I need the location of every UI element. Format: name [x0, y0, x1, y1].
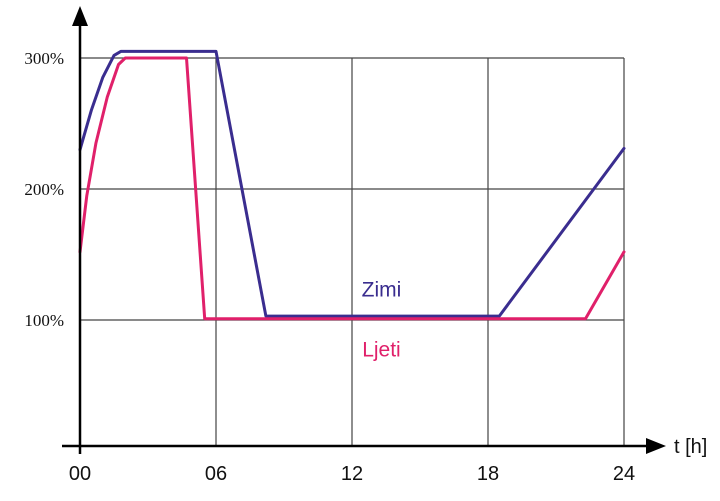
y-tick-label: 100% [24, 311, 64, 330]
x-axis-label: t [h] [674, 436, 707, 458]
series-labels: Zimi Ljeti [362, 278, 402, 361]
series-label-zimi: Zimi [362, 278, 402, 301]
series-layer [78, 49, 626, 321]
tick-labels: 100% 200% 300% 00 06 12 18 24 t [h] [24, 49, 707, 485]
series-line-ljeti [78, 56, 626, 321]
x-tick-label: 06 [205, 463, 227, 485]
series-line-zimi [78, 49, 626, 318]
x-tick-label: 12 [341, 463, 363, 485]
y-tick-label: 200% [24, 180, 64, 199]
x-tick-label: 18 [477, 463, 499, 485]
y-axis-arrow-icon [72, 6, 88, 26]
grid [80, 57, 625, 446]
axes [62, 6, 666, 454]
series-label-ljeti: Ljeti [362, 339, 401, 362]
y-tick-label: 300% [24, 49, 64, 68]
x-tick-label: 24 [613, 463, 635, 485]
x-axis-arrow-icon [646, 438, 666, 454]
x-tick-label: 00 [69, 463, 91, 485]
